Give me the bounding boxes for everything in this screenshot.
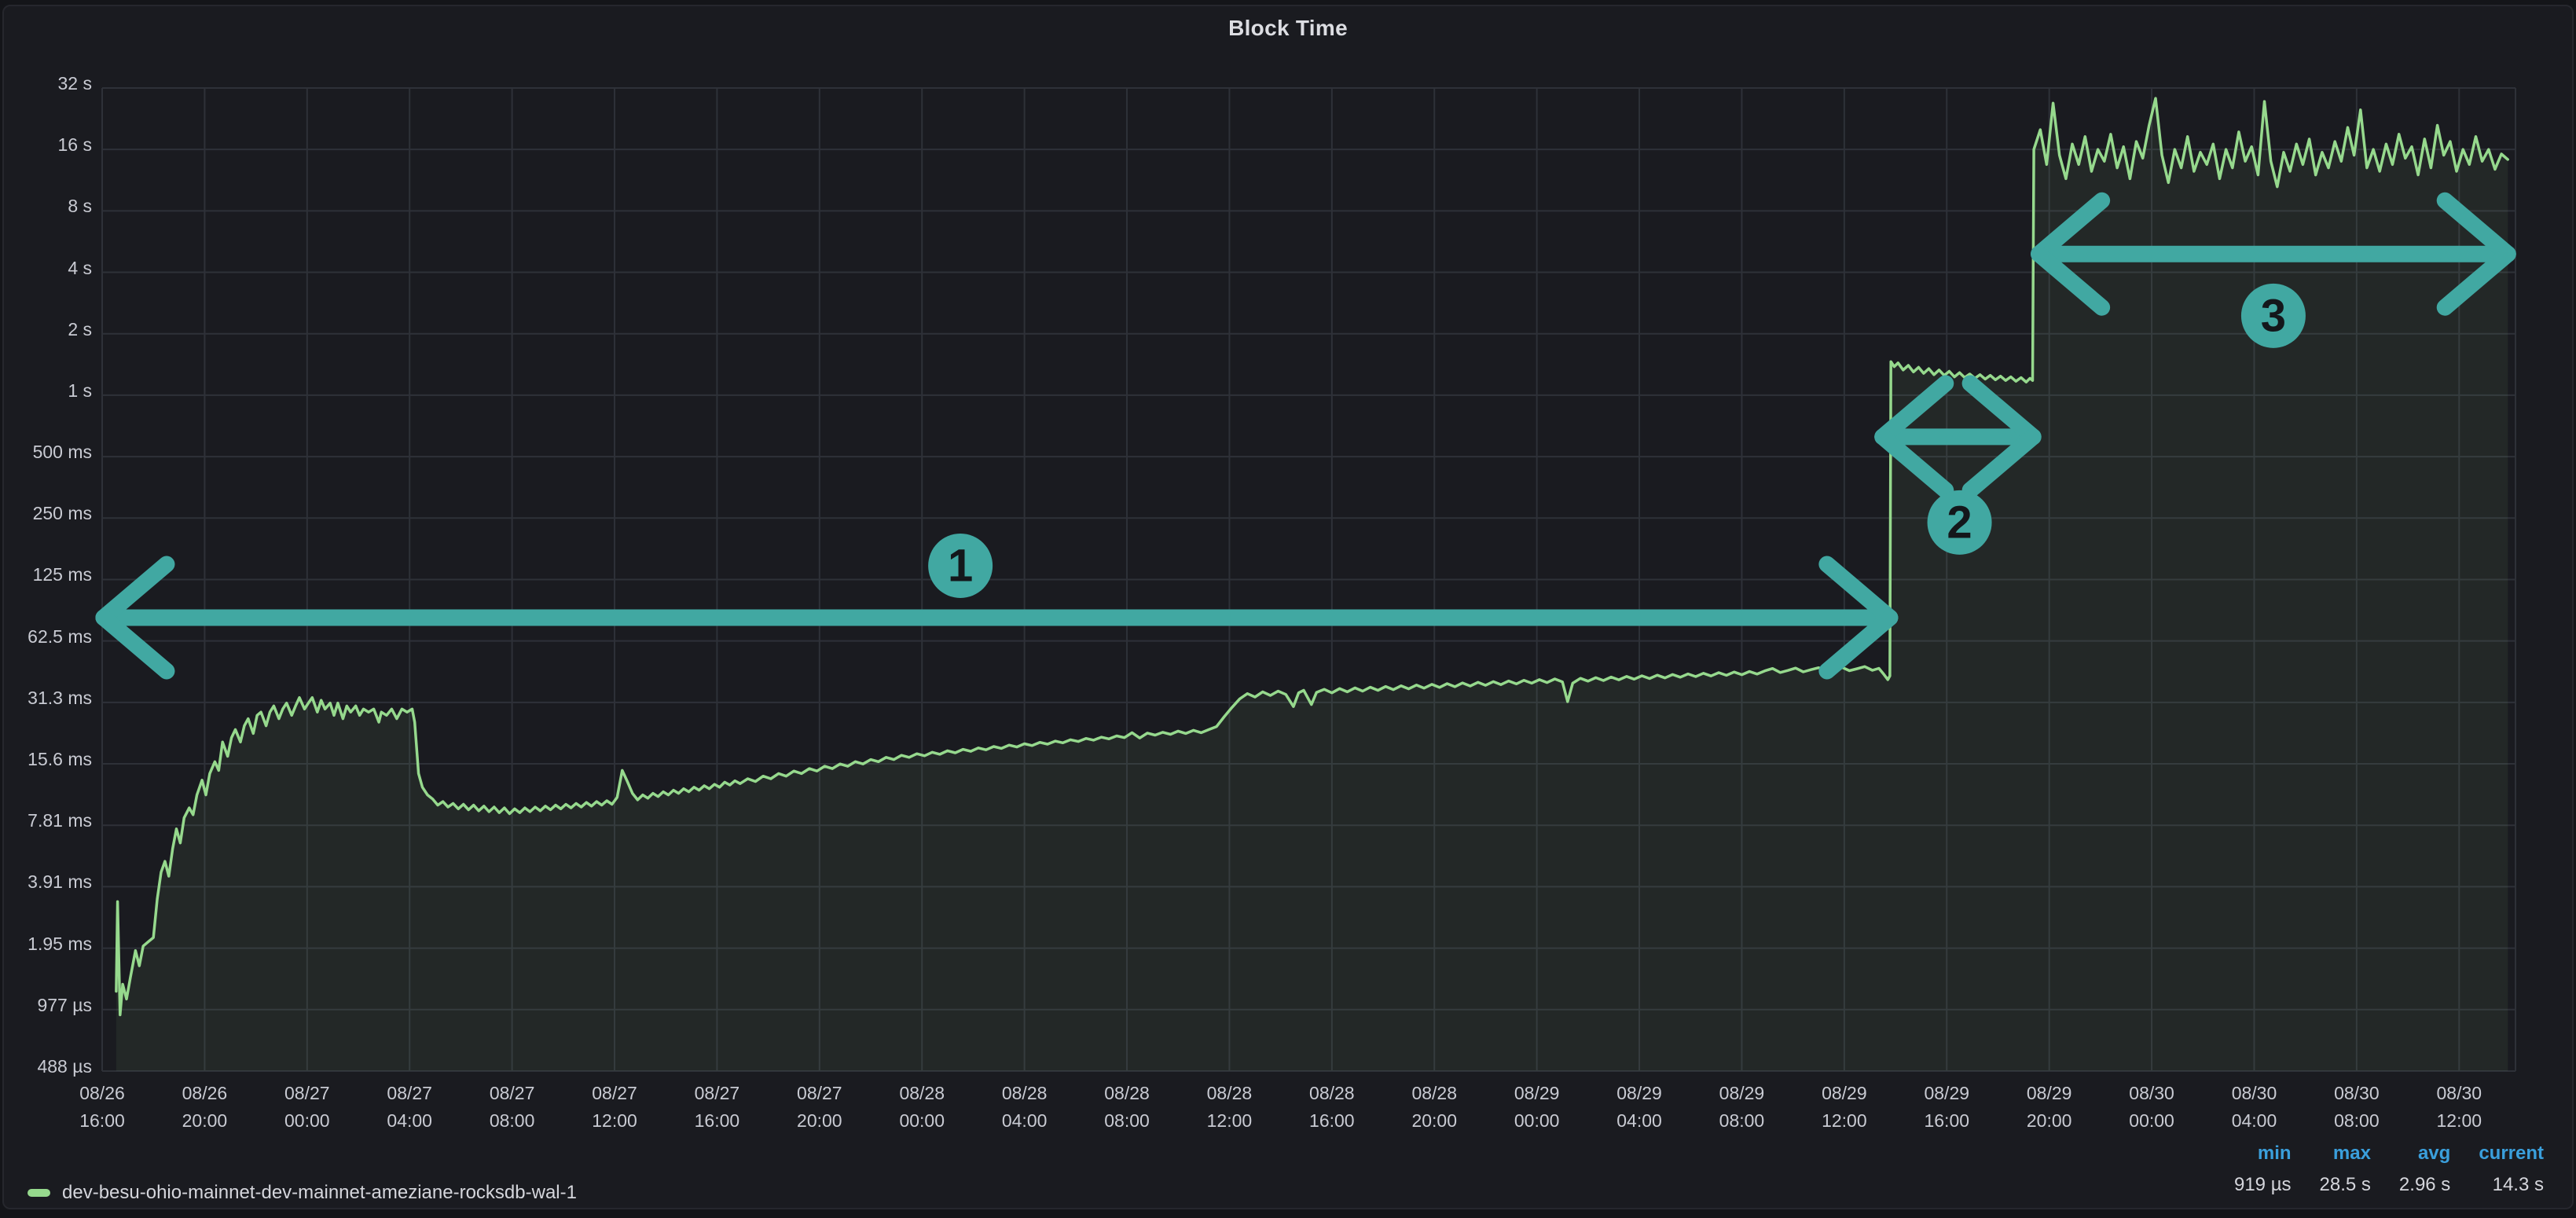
annotation-badge-3: 3 xyxy=(2241,284,2306,348)
y-tick-label: 250 ms xyxy=(4,502,92,524)
y-tick-label: 4 s xyxy=(4,257,92,279)
annotation-badge-1: 1 xyxy=(928,534,993,598)
legend-item[interactable]: dev-besu-ohio-mainnet-dev-mainnet-amezia… xyxy=(28,1182,577,1204)
legend-stats-table: min max avg current 919 µs 28.5 s 2.96 s… xyxy=(2234,1143,2544,1196)
y-tick-label: 977 µs xyxy=(4,994,92,1016)
chart-canvas[interactable]: 1 2 3 xyxy=(4,6,2576,1218)
y-tick-label: 7.81 ms xyxy=(4,809,92,831)
series-name[interactable]: dev-besu-ohio-mainnet-dev-mainnet-amezia… xyxy=(62,1182,577,1204)
annotation-badge-2: 2 xyxy=(1928,490,1992,555)
y-tick-label: 62.5 ms xyxy=(4,626,92,648)
svg-text:1: 1 xyxy=(948,540,973,591)
y-tick-label: 1.95 ms xyxy=(4,933,92,955)
y-tick-label: 2 s xyxy=(4,318,92,340)
stat-header-max[interactable]: max xyxy=(2333,1143,2371,1165)
y-tick-label: 8 s xyxy=(4,195,92,217)
stat-header-min[interactable]: min xyxy=(2258,1143,2292,1165)
stat-header-current[interactable]: current xyxy=(2479,1143,2544,1165)
stat-value-min: 919 µs xyxy=(2234,1174,2292,1196)
y-tick-label: 15.6 ms xyxy=(4,748,92,770)
stat-header-avg[interactable]: avg xyxy=(2418,1143,2450,1165)
y-tick-label: 31.3 ms xyxy=(4,687,92,709)
y-tick-label: 125 ms xyxy=(4,563,92,585)
stat-value-current: 14.3 s xyxy=(2493,1174,2544,1196)
series-color-swatch[interactable] xyxy=(28,1189,50,1197)
y-tick-label: 500 ms xyxy=(4,441,92,463)
y-tick-label: 32 s xyxy=(4,72,92,94)
stat-value-avg: 2.96 s xyxy=(2399,1174,2450,1196)
y-tick-label: 1 s xyxy=(4,380,92,402)
y-tick-label: 16 s xyxy=(4,134,92,156)
svg-text:3: 3 xyxy=(2261,290,2286,341)
y-tick-label: 488 µs xyxy=(4,1055,92,1077)
stat-value-max: 28.5 s xyxy=(2320,1174,2371,1196)
svg-text:2: 2 xyxy=(1947,497,1972,548)
series-area xyxy=(116,98,2508,1071)
y-tick-label: 3.91 ms xyxy=(4,871,92,893)
